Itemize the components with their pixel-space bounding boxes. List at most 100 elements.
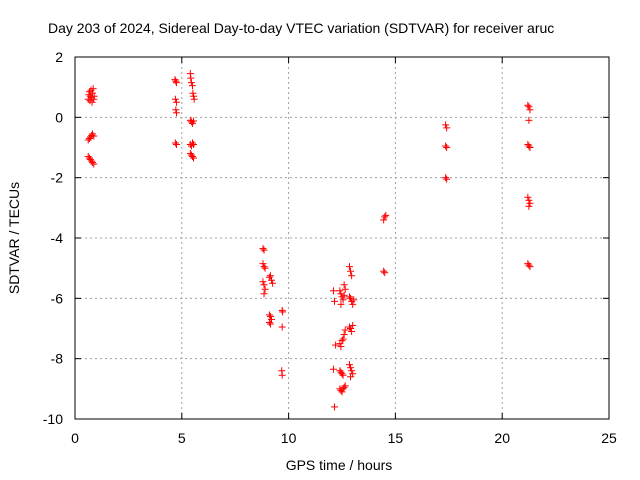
y-axis-label: SDTVAR / TECUs: [6, 182, 22, 294]
data-point: [337, 300, 345, 308]
x-tick-label: 10: [281, 430, 297, 446]
data-point: [345, 293, 353, 301]
data-point: [171, 95, 179, 103]
data-point: [337, 290, 345, 298]
data-point: [340, 383, 348, 391]
data-point: [340, 281, 348, 289]
data-point: [279, 308, 287, 316]
data-point: [381, 269, 389, 277]
data-point: [86, 88, 94, 96]
data-point: [259, 245, 267, 253]
data-point: [266, 272, 274, 280]
data-point: [278, 323, 286, 331]
data-point: [526, 106, 534, 114]
data-point: [340, 291, 348, 299]
data-point: [190, 95, 198, 103]
data-point: [348, 367, 356, 375]
data-point: [338, 370, 346, 378]
y-tick-label: -2: [51, 170, 64, 186]
data-point: [347, 267, 355, 275]
data-point: [336, 287, 344, 295]
data-point: [260, 246, 268, 254]
data-point: [90, 160, 98, 168]
data-point: [331, 297, 339, 305]
x-tick-label: 0: [71, 430, 79, 446]
data-point: [259, 260, 267, 268]
x-tick-label: 15: [388, 430, 404, 446]
data-point: [172, 79, 180, 87]
data-point: [443, 144, 451, 151]
data-point: [266, 320, 274, 328]
data-point: [332, 341, 340, 349]
data-point: [269, 279, 277, 287]
data-point: [90, 92, 98, 100]
y-tick-label: -4: [51, 230, 64, 246]
grid: [75, 57, 609, 419]
data-point: [172, 140, 180, 148]
data-point: [172, 106, 180, 114]
data-point: [348, 272, 356, 280]
data-point: [345, 323, 353, 331]
data-point: [525, 196, 533, 204]
data-point: [190, 117, 198, 125]
data-point: [443, 124, 451, 132]
data-point: [381, 213, 389, 221]
data-point: [190, 92, 198, 100]
data-point: [348, 328, 356, 336]
x-axis-label: GPS time / hours: [286, 457, 393, 473]
data-point: [337, 343, 345, 351]
data-point: [172, 109, 180, 117]
data-point: [172, 77, 180, 85]
x-tick-label: 25: [601, 430, 617, 446]
data-points: [84, 70, 534, 411]
y-tick-label: 2: [55, 49, 63, 65]
data-point: [339, 335, 347, 343]
data-point: [338, 388, 346, 396]
data-point: [261, 285, 269, 293]
data-point: [329, 287, 337, 295]
data-point: [331, 403, 339, 411]
data-point: [88, 98, 96, 106]
data-point: [188, 139, 196, 147]
data-point: [525, 202, 533, 210]
data-point: [89, 159, 97, 167]
data-point: [172, 98, 180, 106]
axes: [74, 56, 610, 420]
data-point: [347, 373, 355, 381]
data-point: [347, 294, 355, 302]
data-point: [171, 139, 179, 147]
data-point: [190, 154, 198, 162]
data-point: [266, 312, 274, 320]
y-tick-label: -10: [43, 411, 63, 427]
data-point: [265, 311, 273, 319]
data-point: [260, 281, 268, 289]
data-point: [278, 371, 286, 379]
data-point: [442, 121, 450, 129]
data-point: [526, 144, 534, 151]
data-point: [341, 382, 349, 390]
data-point: [268, 276, 276, 284]
data-point: [341, 285, 349, 293]
data-point: [260, 290, 268, 298]
data-point: [524, 101, 532, 109]
data-point: [380, 216, 388, 224]
data-point: [443, 175, 451, 183]
data-point: [90, 132, 98, 140]
data-point: [442, 174, 450, 182]
data-point: [526, 263, 534, 271]
data-point: [442, 142, 450, 150]
data-point: [261, 264, 269, 272]
data-point: [525, 116, 533, 124]
data-point: [345, 361, 353, 369]
data-point: [349, 321, 357, 329]
data-point: [339, 296, 347, 304]
data-point: [341, 326, 349, 334]
data-point: [188, 153, 196, 161]
data-point: [259, 278, 267, 286]
data-point: [338, 337, 346, 345]
data-point: [188, 82, 196, 90]
data-point: [340, 331, 348, 339]
data-point: [339, 371, 347, 379]
